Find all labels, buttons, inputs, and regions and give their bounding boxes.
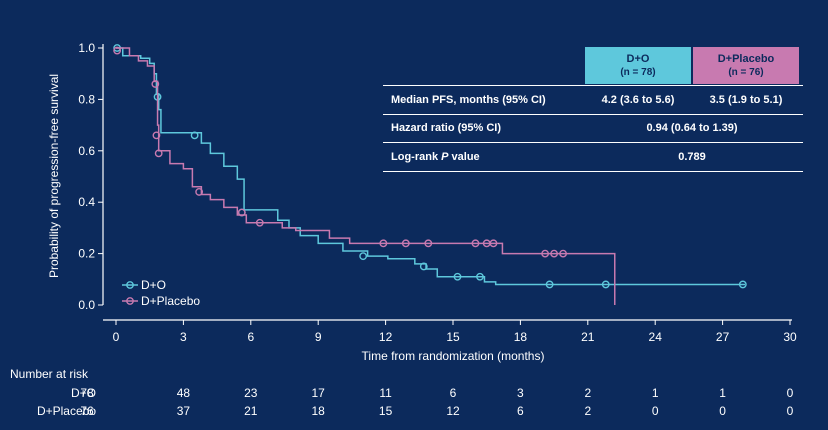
risk-cell: 18 [311, 404, 325, 418]
censor-mark [154, 149, 163, 158]
row-logrank-label: Log-rank P value [391, 151, 480, 163]
risk-cell: 2 [584, 386, 592, 400]
x-tick-label: 30 [783, 330, 797, 344]
risk-cell: 15 [378, 404, 393, 418]
logrank-text: Log-rank [391, 151, 439, 163]
header-do-name: D+O [626, 53, 650, 65]
x-tick-label: 27 [716, 330, 730, 344]
risk-cell: 37 [176, 404, 191, 418]
censor-mark [471, 239, 480, 248]
risk-cell: 1 [719, 386, 726, 400]
censor-mark [359, 252, 368, 261]
header-do: D+O (n = 78) [585, 47, 691, 84]
risk-cell: 11 [379, 386, 392, 400]
series-placebo-line [116, 47, 616, 305]
risk-cell: 1 [651, 386, 659, 400]
risk-cell: 78 [80, 386, 94, 400]
censor-mark [401, 239, 410, 248]
risk-cell: 17 [311, 386, 325, 400]
risk-cell: 21 [244, 404, 258, 418]
risk-row-label: D+O [70, 386, 96, 400]
row-hazard-ratio: Hazard ratio (95% CI) 0.94 (0.64 to 1.39… [383, 114, 803, 143]
censor-mark [453, 272, 462, 281]
x-tick-label: 24 [649, 330, 663, 344]
row-median-pfs: Median PFS, months (95% CI) 4.2 (3.6 to … [383, 85, 803, 115]
risk-cell: 0 [719, 404, 726, 418]
y-tick-label: 0.0 [78, 298, 95, 312]
y-tick-label: 0.6 [78, 144, 95, 158]
censor-mark [545, 280, 554, 289]
risk-cell: 6 [449, 386, 457, 400]
risk-cell: 0 [651, 404, 659, 418]
legend-marker [126, 281, 134, 289]
x-tick-label: 21 [581, 330, 595, 344]
risk-table-title: Number at risk [10, 367, 89, 381]
censor-mark [152, 131, 161, 140]
censor-mark [190, 131, 199, 140]
risk-cell: 0 [786, 404, 794, 418]
row-median-pfs-do: 4.2 (3.6 to 5.6) [601, 94, 675, 106]
risk-cell: 2 [584, 404, 592, 418]
censor-mark [113, 46, 122, 55]
x-tick-label: 3 [180, 330, 187, 344]
censor-mark [424, 239, 433, 248]
censor-mark [738, 280, 747, 289]
censor-mark [601, 280, 610, 289]
censor-mark [237, 208, 246, 217]
censor-mark [489, 239, 498, 248]
y-tick-label: 0.2 [78, 247, 95, 261]
censor-mark [255, 218, 264, 227]
risk-cell: 23 [244, 386, 258, 400]
legend-label: D+Placebo [141, 294, 200, 308]
header-placebo: D+Placebo (n = 76) [693, 47, 799, 84]
x-axis-label: Time from randomization (months) [362, 349, 545, 363]
y-tick-label: 1.0 [78, 41, 95, 55]
row-logrank: Log-rank P value 0.789 [383, 143, 803, 172]
risk-cell: 0 [786, 386, 794, 400]
logrank-p: P [441, 151, 449, 163]
risk-cell: 76 [80, 404, 94, 418]
censor-mark [559, 249, 567, 258]
censor-mark [550, 249, 558, 258]
header-placebo-name: D+Placebo [717, 53, 775, 65]
x-tick-label: 18 [514, 330, 528, 344]
header-placebo-n: (n = 76) [728, 67, 764, 78]
censor-mark [419, 262, 428, 271]
row-hazard-ratio-label: Hazard ratio (95% CI) [391, 122, 502, 134]
row-logrank-value: 0.789 [678, 151, 706, 163]
x-tick-label: 15 [446, 330, 460, 344]
risk-cell: 12 [446, 404, 460, 418]
row-hazard-ratio-value: 0.94 (0.64 to 1.39) [646, 122, 738, 134]
y-axis-label: Probability of progression-free survival [47, 74, 61, 278]
x-tick-label: 9 [315, 330, 322, 344]
risk-row-label: D+Placebo [36, 404, 96, 418]
x-tick-label: 6 [247, 330, 254, 344]
x-tick-label: 12 [379, 330, 393, 344]
censor-mark [151, 80, 160, 88]
risk-cell: 6 [517, 404, 524, 418]
risk-cell: 48 [176, 386, 191, 400]
censor-mark [195, 188, 204, 196]
legend-marker [126, 297, 134, 305]
risk-cell: 3 [517, 386, 524, 400]
censor-mark [541, 249, 550, 258]
x-tick-label: 0 [113, 330, 120, 344]
legend-label: D+O [141, 278, 166, 292]
row-median-pfs-placebo: 3.5 (1.9 to 5.1) [709, 94, 783, 106]
censor-mark [476, 272, 484, 281]
censor-mark [379, 239, 388, 248]
row-median-pfs-label: Median PFS, months (95% CI) [391, 94, 546, 106]
y-tick-label: 0.4 [78, 195, 95, 209]
header-do-n: (n = 78) [620, 67, 656, 78]
y-tick-label: 0.8 [78, 92, 95, 106]
logrank-tail: value [451, 151, 480, 163]
